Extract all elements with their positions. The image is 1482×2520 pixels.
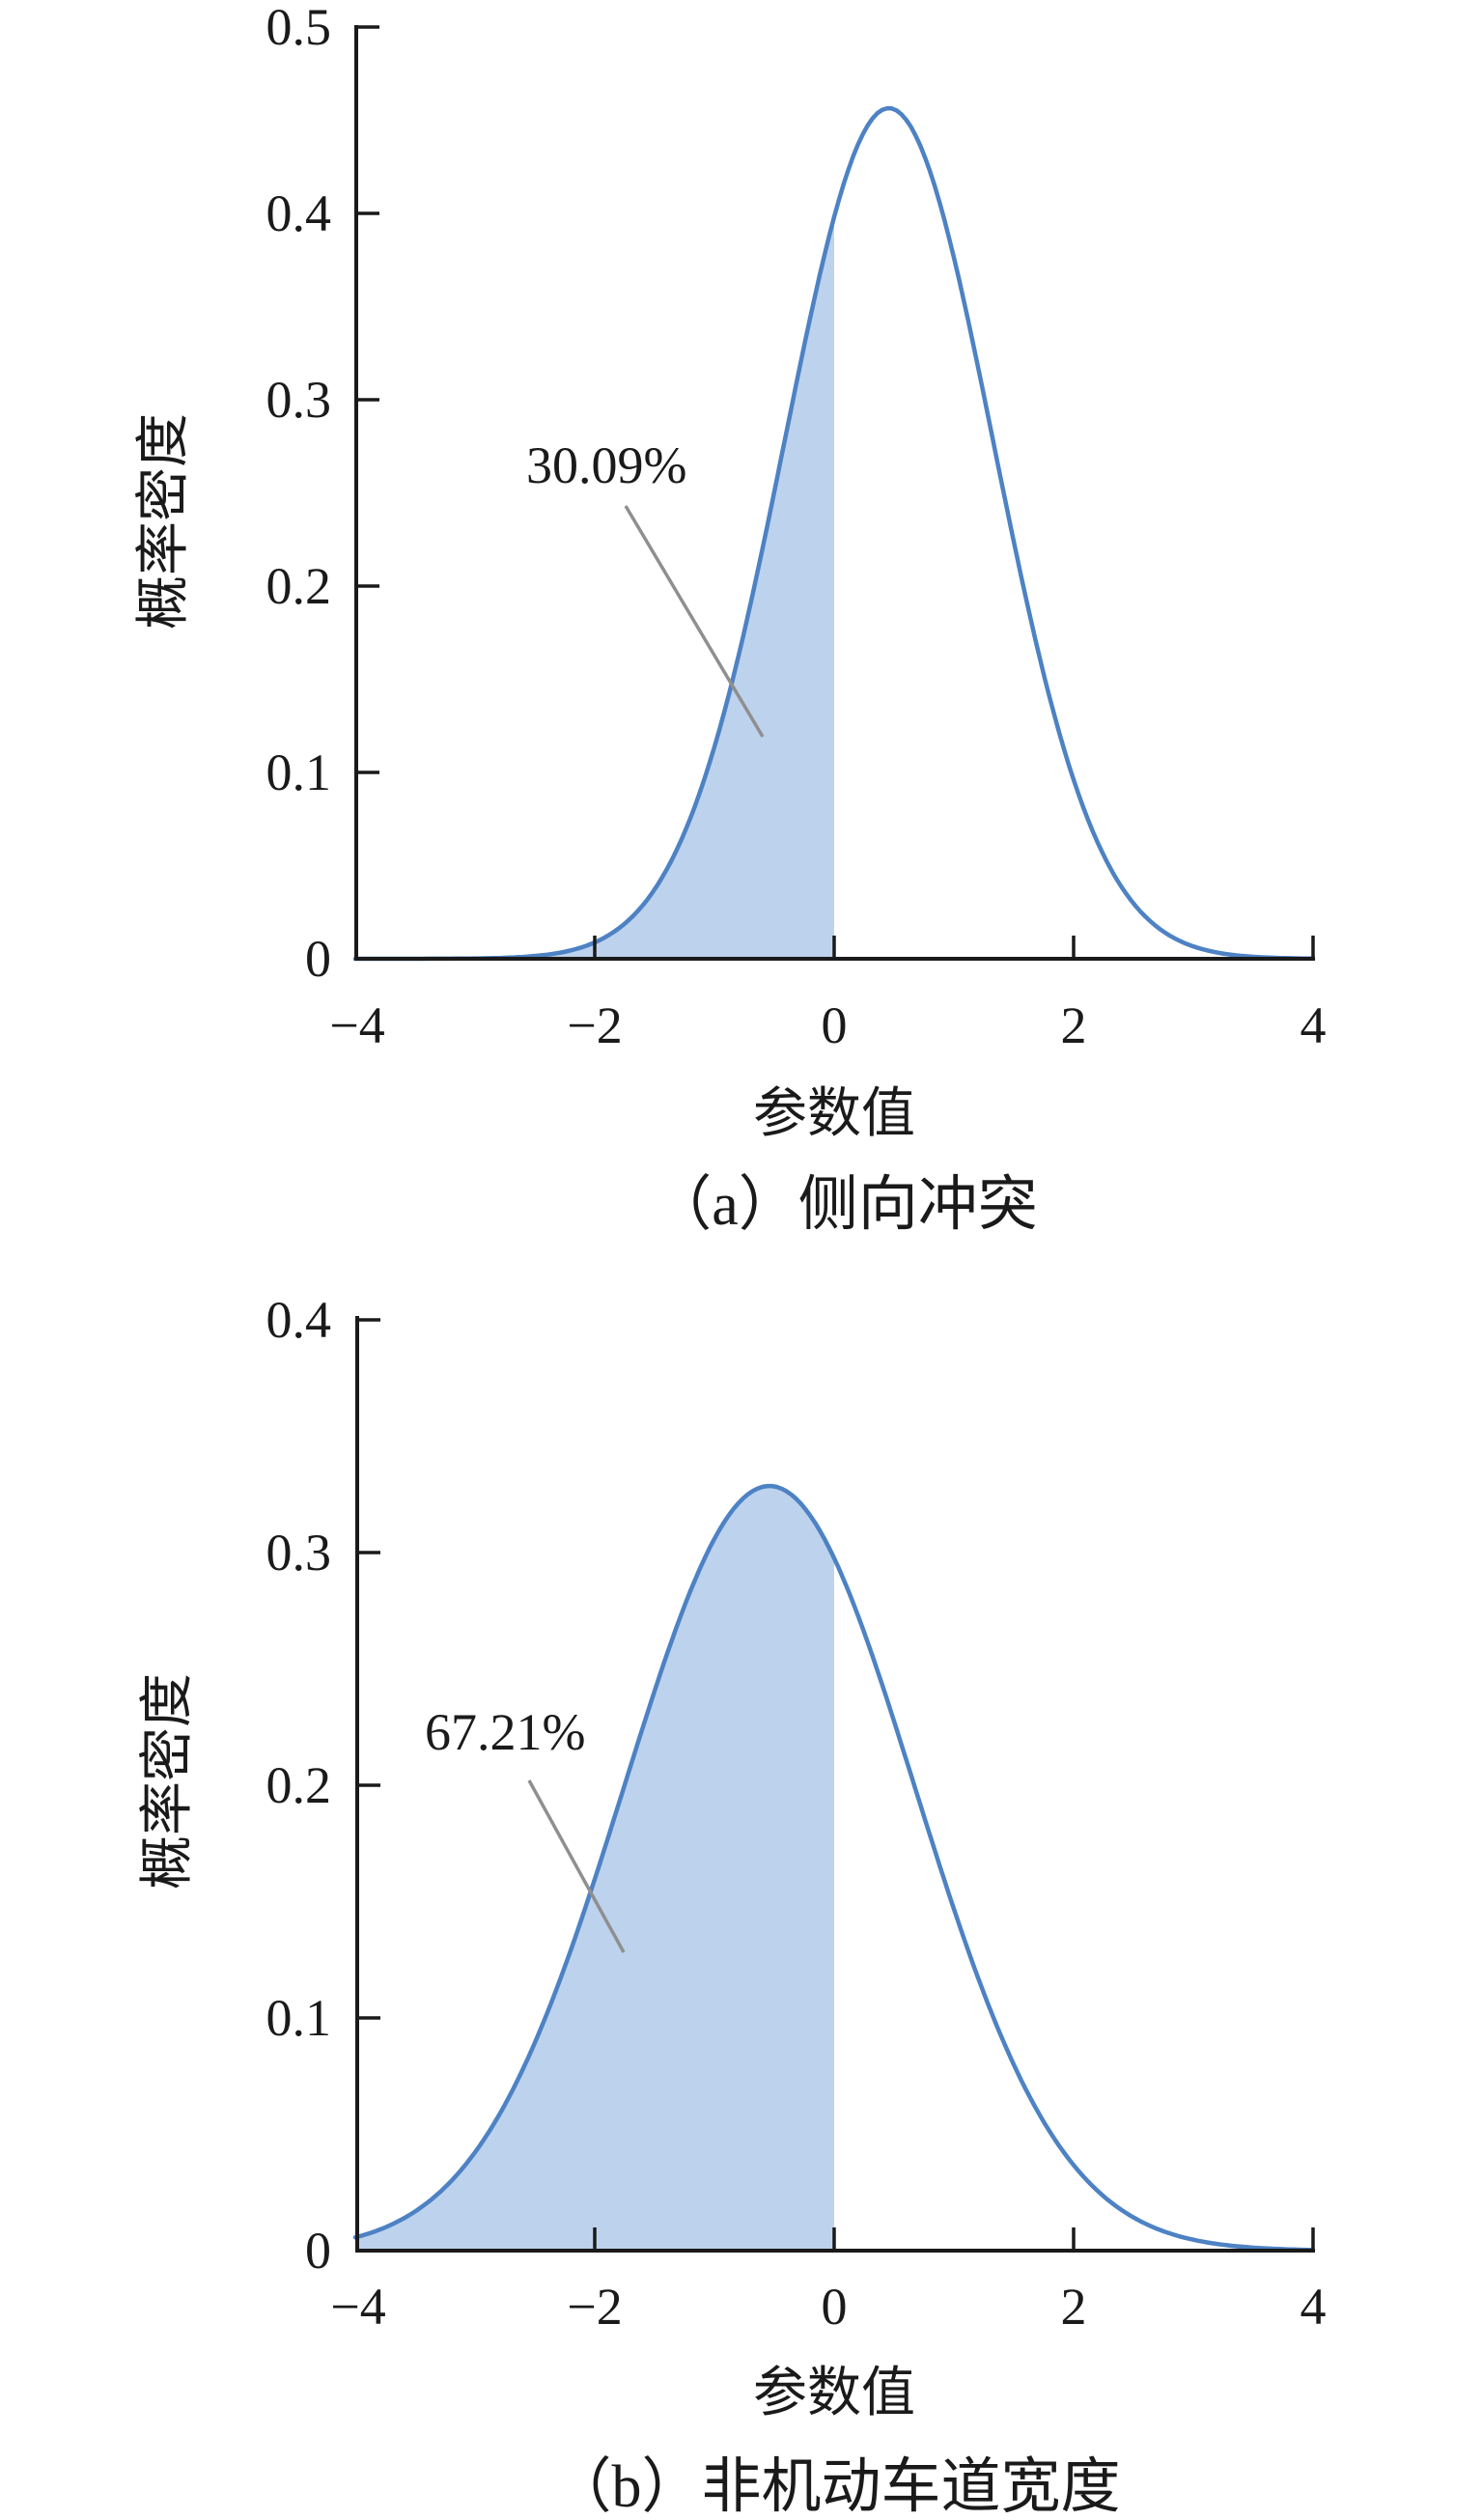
chart-b: 0 0.1 0.2 0.3 0.4 −4 −2 0 2 4 概率密度 参数值 6… [138,1291,1327,2520]
y-tick-label: 0.3 [266,371,332,429]
y-tick-label: 0.5 [266,0,332,56]
x-tick-label: 0 [822,2278,848,2336]
x-tick-label: 4 [1300,2278,1327,2336]
annotation-label-b: 67.21% [425,1703,585,1761]
y-tick-label: 0.1 [266,743,332,801]
x-axis-title-b: 参数值 [753,2364,915,2423]
annotation-leader-line-b [527,1779,626,1953]
shaded-area-b [355,1486,834,2251]
chart-a: 0 0.1 0.2 0.3 0.4 0.5 −4 −2 0 2 4 概率密度 参… [134,0,1327,1238]
y-tick-label: 0.4 [266,184,332,242]
tick-marks-a [356,25,1315,959]
x-tick-label: −2 [567,996,622,1054]
x-tick-label: 0 [822,996,848,1054]
y-tick-label: 0 [305,2222,331,2280]
x-tick-label: 2 [1061,996,1087,1054]
subplot-caption-b: （b）非机动车道宽度 [551,2454,1120,2520]
x-tick-label: −2 [567,2278,622,2336]
y-tick-label: 0.1 [266,1989,332,2047]
axes-a [354,25,1315,961]
subplot-caption-a: （a）侧向冲突 [652,1172,1038,1238]
y-tick-label: 0.4 [266,1291,332,1349]
y-axis-title-b: 概率密度 [138,1673,198,1890]
x-axis-title-a: 参数值 [753,1084,915,1144]
x-tick-label: −4 [330,2278,385,2336]
density-curve-b [352,1483,1316,2253]
y-tick-label: 0.2 [266,557,332,615]
tick-marks-b [357,1318,1315,2251]
y-tick-label: 0 [305,930,331,988]
y-tick-label: 0.3 [266,1524,332,1582]
y-axis-title-a: 概率密度 [134,413,194,630]
x-tick-label: −4 [329,996,384,1054]
annotation-leader-line-a [624,505,765,738]
shaded-area-a [355,216,834,960]
x-tick-label: 4 [1300,996,1327,1054]
x-tick-label: 2 [1061,2278,1087,2336]
annotation-label-a: 30.09% [526,436,686,494]
y-tick-label: 0.2 [266,1756,332,1814]
